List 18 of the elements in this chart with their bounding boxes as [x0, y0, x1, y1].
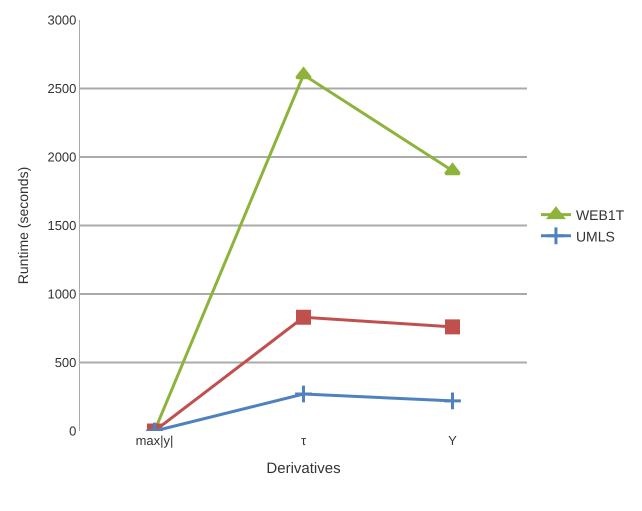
y-tick-label: 500	[54, 355, 76, 370]
x-axis-title: Derivatives	[266, 460, 341, 477]
y-tick-label: 3000	[47, 12, 76, 28]
y-tick-label: 0	[69, 424, 76, 439]
legend-label: WEB1T	[576, 207, 625, 224]
y-tick-label: 2000	[47, 150, 76, 165]
y-tick-label: 1500	[47, 218, 76, 234]
point	[445, 319, 460, 334]
y-axis-title: Runtime (seconds)	[15, 166, 32, 284]
x-tick-label: Υ	[448, 433, 458, 448]
y-tick-label: 2500	[47, 81, 76, 96]
legend-label: UMLS	[576, 228, 615, 244]
point	[294, 384, 314, 404]
x-tick-label: τ	[300, 433, 307, 448]
point	[296, 310, 311, 325]
x-tick-label: max|y|	[136, 433, 174, 448]
point	[442, 390, 462, 411]
y-tick-label: 1000	[47, 286, 76, 302]
